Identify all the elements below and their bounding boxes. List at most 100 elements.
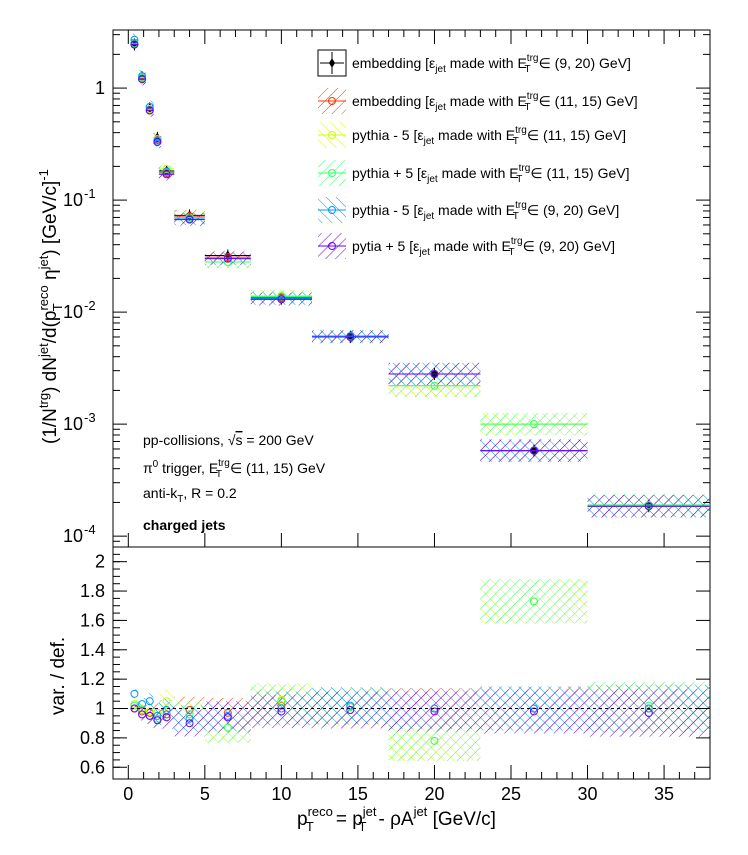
top-tick-label-0: 1 — [95, 78, 105, 98]
bottom-point-s1-4 — [162, 697, 171, 706]
bottom-point-s2-9 — [430, 736, 439, 745]
annotations: pp-collisions, √s = 200 GeV π0 trigger, … — [143, 432, 326, 533]
x-tick-label-6: 30 — [578, 784, 598, 804]
bottom-y-tick-label-4: 1.4 — [80, 640, 105, 660]
bottom-point-s3-1 — [138, 700, 147, 709]
annotation-algorithm: anti-kT, R = 0.2 — [143, 485, 237, 505]
top-point-s5-0 — [130, 40, 139, 49]
top-tick-exponent-3: -3 — [84, 410, 96, 425]
bottom-point-s4-10 — [529, 707, 538, 716]
bottom-axis-ticks: 0.60.811.21.41.61.820 5 10 15 20 25 30 35 — [80, 30, 711, 804]
bottom-point-s3-11 — [644, 704, 653, 713]
top-point-s5-10 — [529, 446, 538, 455]
bottom-point-s0-5 — [185, 705, 194, 714]
top-point-s5-7 — [277, 295, 286, 304]
bottom-band-s3-2 — [145, 693, 154, 710]
top-point-s4-4 — [162, 167, 171, 176]
bottom-point-s3-5 — [185, 714, 194, 723]
top-point-s3-10 — [529, 420, 538, 429]
top-tick-label-3: 10 — [63, 414, 83, 434]
bottom-y-axis-title: var. / def. — [48, 637, 69, 715]
legend-label-2: embedding [εjet made with Etrg T ∈ (11, 15… — [352, 91, 638, 113]
bottom-point-s4-7 — [277, 707, 286, 716]
legend-label-3: pythia - 5 [εjet made with Etrg T ∈ (11, 1… — [352, 125, 626, 147]
bottom-point-s3-3 — [153, 711, 162, 720]
legend-label-6: pytia + 5 [εjet made with Etrg T ∈ (9, 20)… — [352, 236, 615, 258]
top-point-s5-6 — [223, 254, 232, 263]
bottom-point-s0-7 — [277, 701, 286, 710]
bottom-band-s4-1 — [138, 708, 146, 721]
top-y-axis-title: (1/Ntrg) dNjet/d(precoT ηjet) [GeV/c]-1 — [36, 169, 65, 444]
bottom-point-s1-2 — [145, 707, 154, 716]
bottom-y-tick-label-7: 2 — [95, 552, 105, 572]
top-point-s5-9 — [430, 370, 439, 379]
bottom-y-tick-label-2: 1 — [95, 699, 105, 719]
top-point-s3-7 — [277, 292, 286, 301]
x-tick-label-1: 5 — [200, 784, 210, 804]
bottom-point-s4-3 — [153, 716, 162, 725]
top-point-s5-8 — [346, 332, 355, 341]
legend-label-1: embedding [εjet made with Etrg T ∈ (9, 20)… — [352, 53, 631, 75]
legend-entry-pythia-plus5-11-15: pythia + 5 [εjet made with Etrg T ∈ (11, 1… — [318, 160, 630, 186]
top-data-points — [130, 35, 710, 513]
x-tick-label-2: 10 — [271, 784, 291, 804]
bottom-band-s2-10 — [480, 579, 588, 624]
bottom-band-s4-0 — [131, 704, 138, 713]
bottom-band-s4-3 — [153, 710, 162, 730]
bottom-point-s0-4 — [162, 710, 171, 719]
bottom-point-s2-6 — [223, 723, 232, 732]
bottom-point-s3-0 — [130, 689, 139, 698]
top-point-s4-0 — [130, 35, 139, 44]
bottom-band-s4-11 — [587, 689, 710, 737]
bottom-point-s4-11 — [644, 708, 653, 717]
bottom-point-s4-6 — [223, 713, 232, 722]
bottom-y-tick-label-6: 1.8 — [80, 581, 105, 601]
bottom-point-s3-10 — [529, 704, 538, 713]
annotation-jets: charged jets — [143, 517, 226, 533]
top-tick-exponent-2: -2 — [84, 298, 96, 313]
bottom-band-s4-4 — [158, 705, 175, 729]
x-tick-label-3: 15 — [348, 784, 368, 804]
bottom-band-s4-10 — [480, 689, 588, 734]
bottom-y-tick-label-3: 1.2 — [80, 669, 105, 689]
x-axis-title: preco T = pjet T - ρAjet [GeV/c] — [297, 804, 496, 834]
annotation-collisions: pp-collisions, √s = 200 GeV — [143, 432, 314, 448]
x-tick-label-0: 0 — [123, 784, 133, 804]
bottom-y-tick-label-1: 0.8 — [80, 728, 105, 748]
legend-label-4: pythia + 5 [εjet made with Etrg T ∈ (11, 1… — [352, 163, 630, 185]
top-point-s5-3 — [153, 138, 162, 147]
bottom-data-points — [113, 597, 710, 745]
bottom-band-s4-6 — [204, 702, 251, 733]
legend-entry-embedding-11-15: embedding [εjet made with Etrg T ∈ (11, 15… — [318, 88, 638, 114]
top-tick-label-2: 10 — [63, 302, 83, 322]
legend-label-5: pythia - 5 [εjet made with Etrg T ∈ (9, 20… — [352, 200, 619, 222]
bottom-y-tick-label-0: 0.6 — [80, 757, 105, 777]
bottom-point-s4-1 — [138, 710, 147, 719]
annotation-trigger: π0 trigger, Etrg T ∈ (11, 15) GeV — [143, 458, 326, 480]
top-tick-label-4: 10 — [63, 526, 83, 546]
legend-entry-embedding-9-20: embedding [εjet made with Etrg T ∈ (9, 20)… — [317, 49, 631, 77]
x-tick-label-7: 35 — [654, 784, 674, 804]
bottom-point-s3-2 — [145, 697, 154, 706]
bottom-point-s0-6 — [223, 708, 232, 717]
bottom-point-s2-1 — [138, 705, 147, 714]
bottom-band-s4-8 — [312, 691, 389, 729]
top-point-s3-9 — [430, 381, 439, 390]
top-tick-label-1: 10 — [63, 190, 83, 210]
legend-marker-box — [317, 49, 347, 77]
bottom-band-s4-2 — [145, 707, 154, 724]
bottom-point-s4-4 — [162, 713, 171, 722]
bottom-y-tick-label-5: 1.6 — [80, 610, 105, 630]
bottom-error-bands — [131, 579, 710, 762]
bottom-point-s3-8 — [346, 701, 355, 710]
legend-entry-pytia-plus5-9-20: pytia + 5 [εjet made with Etrg T ∈ (9, 20)… — [318, 233, 615, 259]
top-point-s5-2 — [145, 106, 154, 115]
x-tick-label-4: 20 — [424, 784, 444, 804]
bottom-point-s2-0 — [130, 701, 139, 710]
bottom-plot-frame — [112, 546, 711, 780]
bottom-band-s3-0 — [131, 689, 138, 699]
legend: embedding [εjet made with Etrg T ∈ (9, 20)… — [317, 49, 638, 259]
top-point-s5-5 — [185, 215, 194, 224]
bottom-point-s2-5 — [185, 710, 194, 719]
